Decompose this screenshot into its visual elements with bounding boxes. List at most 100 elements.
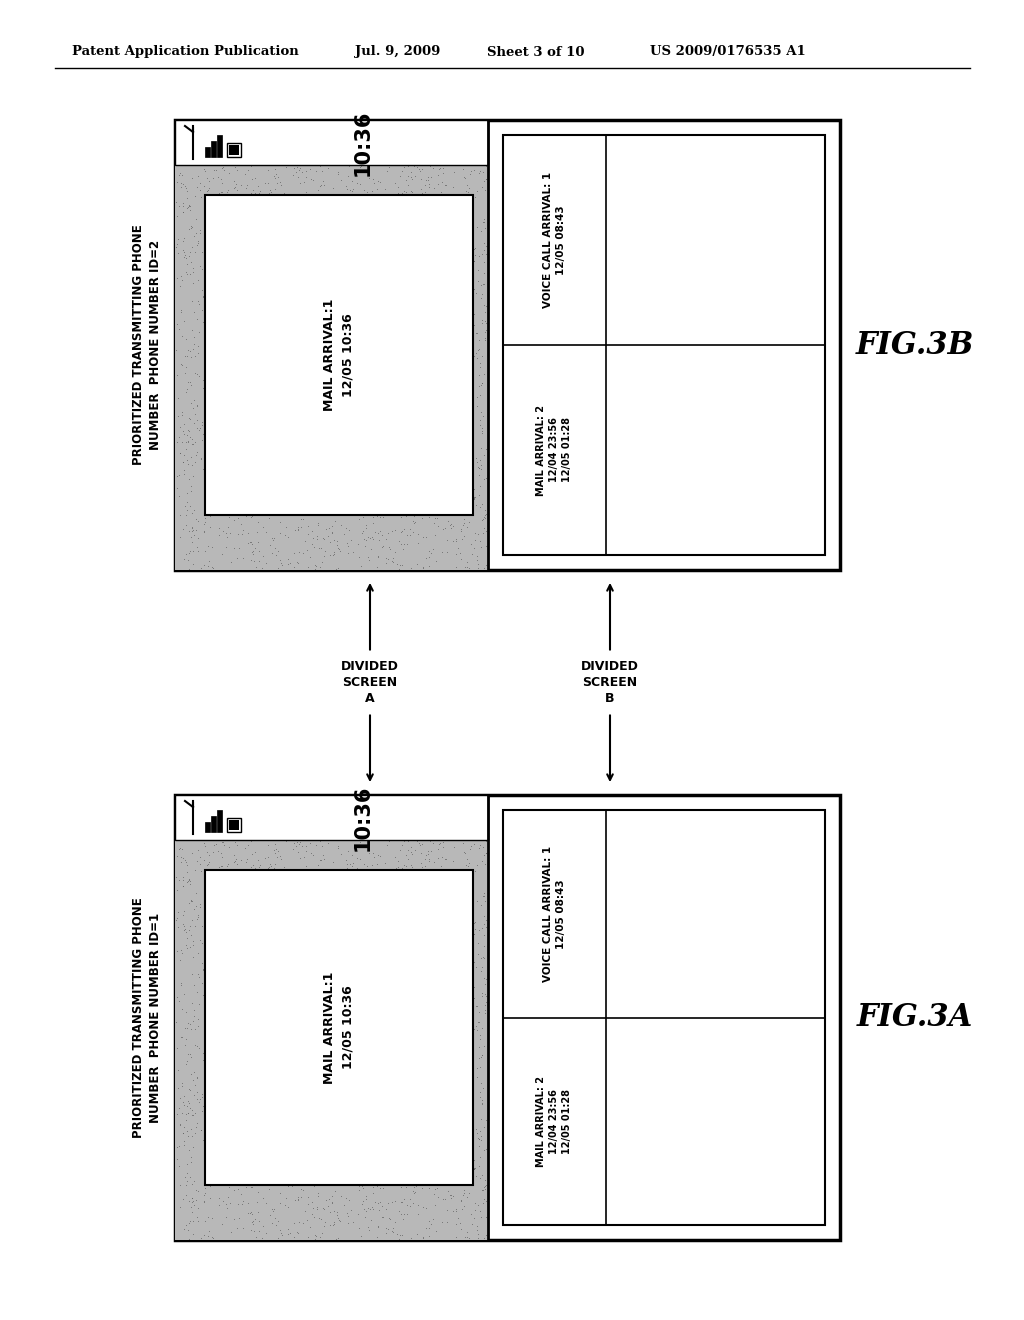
Point xyxy=(345,301,361,322)
Point xyxy=(398,321,415,342)
Point xyxy=(197,292,213,313)
Point xyxy=(374,147,390,168)
Point xyxy=(367,828,383,849)
Point xyxy=(210,253,226,275)
Point xyxy=(283,420,299,441)
Point xyxy=(404,445,421,466)
Point xyxy=(246,854,262,875)
Point xyxy=(342,1109,358,1130)
Point xyxy=(260,1179,276,1200)
Point xyxy=(331,411,347,432)
Point xyxy=(397,326,414,347)
Point xyxy=(464,939,480,960)
Point xyxy=(412,238,428,259)
Point xyxy=(219,1119,236,1140)
Point xyxy=(371,890,387,911)
Point xyxy=(304,886,321,907)
Point xyxy=(340,1088,356,1109)
Point xyxy=(237,222,253,243)
Point xyxy=(397,908,414,929)
Point xyxy=(412,912,428,933)
Point xyxy=(476,363,493,384)
Point xyxy=(392,1225,409,1246)
Point xyxy=(226,1098,243,1119)
Point xyxy=(322,865,338,886)
Point xyxy=(226,341,243,362)
Point xyxy=(283,1088,299,1109)
Point xyxy=(345,356,361,378)
Point xyxy=(223,447,240,469)
Point xyxy=(451,447,467,469)
Point xyxy=(473,961,489,982)
Point xyxy=(213,544,229,565)
Point xyxy=(278,863,294,884)
Point xyxy=(193,1228,209,1249)
Point xyxy=(202,928,218,949)
Point xyxy=(449,1213,465,1234)
Point xyxy=(451,1118,467,1139)
Point xyxy=(332,1101,348,1122)
Point xyxy=(303,185,319,206)
Point xyxy=(412,411,428,432)
Point xyxy=(395,1142,412,1163)
Point xyxy=(418,293,434,314)
Point xyxy=(342,946,358,968)
Point xyxy=(287,1155,303,1176)
Point xyxy=(367,1076,383,1097)
Point xyxy=(374,536,390,557)
Point xyxy=(474,824,490,845)
Point xyxy=(328,238,344,259)
Point xyxy=(472,834,488,855)
Point xyxy=(338,331,354,352)
Point xyxy=(377,259,393,280)
Point xyxy=(335,348,351,370)
Point xyxy=(198,1168,214,1189)
Point xyxy=(178,345,195,366)
Point xyxy=(321,341,337,362)
Point xyxy=(252,400,268,421)
Point xyxy=(328,190,344,211)
Point xyxy=(273,469,290,490)
Point xyxy=(240,201,256,222)
Point xyxy=(393,1176,410,1197)
Point xyxy=(465,826,481,847)
Point xyxy=(218,924,234,945)
Point xyxy=(185,1006,202,1027)
Point xyxy=(290,867,306,888)
Point xyxy=(362,374,379,395)
Point xyxy=(244,1176,260,1197)
Point xyxy=(391,1040,408,1061)
Point xyxy=(359,800,376,821)
Point xyxy=(429,495,445,516)
Point xyxy=(403,127,420,148)
Point xyxy=(237,1082,253,1104)
Point xyxy=(465,949,481,970)
Point xyxy=(473,346,489,367)
Point xyxy=(231,874,248,895)
Point xyxy=(343,1088,359,1109)
Point xyxy=(459,201,475,222)
Point xyxy=(267,1082,284,1104)
Point xyxy=(416,207,432,228)
Point xyxy=(266,1035,283,1056)
Point xyxy=(446,913,463,935)
Point xyxy=(292,236,308,257)
Point xyxy=(214,890,230,911)
Point xyxy=(372,371,388,392)
Point xyxy=(443,946,460,968)
Point xyxy=(434,948,451,969)
Point xyxy=(415,973,431,994)
Point xyxy=(205,1016,221,1038)
Point xyxy=(338,517,354,539)
Point xyxy=(329,1005,345,1026)
Point xyxy=(427,272,443,293)
Point xyxy=(182,150,199,172)
Point xyxy=(246,1049,262,1071)
Point xyxy=(248,1067,264,1088)
Point xyxy=(302,432,318,453)
Point xyxy=(441,149,458,170)
Point xyxy=(406,1024,422,1045)
Point xyxy=(184,810,201,832)
Point xyxy=(371,1081,387,1102)
Point xyxy=(208,350,224,371)
